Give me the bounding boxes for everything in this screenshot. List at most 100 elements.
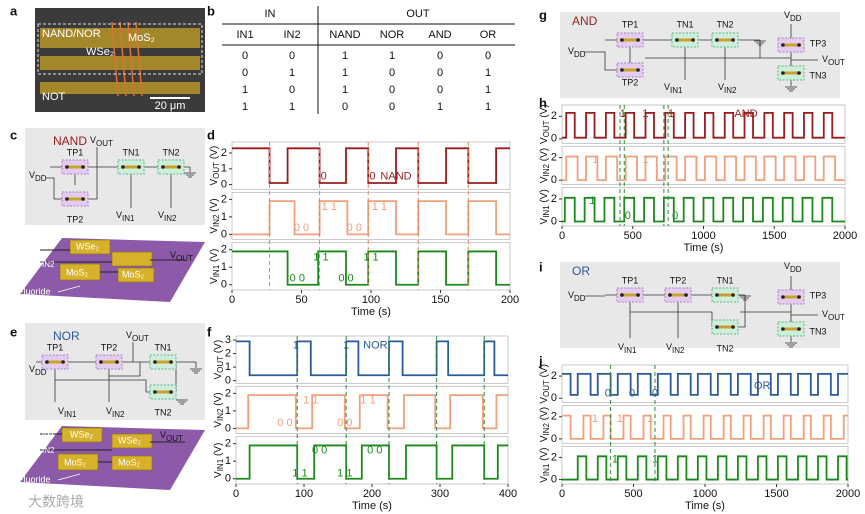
y-axis-label-part: IN2	[542, 422, 551, 435]
device-label: VIN1	[36, 237, 55, 250]
annotation: 1	[668, 108, 674, 120]
transistor-contact	[169, 390, 173, 394]
y-tick-label: 2	[225, 347, 231, 359]
node-label: VIN2	[718, 82, 737, 95]
node-label-part: V	[29, 364, 35, 374]
y-axis-label-part: V	[539, 397, 550, 404]
leader	[57, 285, 81, 293]
transistor-label: TP3	[810, 290, 827, 300]
device-label-part: IN2	[42, 260, 55, 269]
transistor-contact	[797, 71, 801, 75]
x-tick-label: 1000	[691, 230, 715, 242]
device-label: VOUT	[160, 430, 183, 443]
panel-label: i	[539, 259, 543, 274]
y-axis-label: VIN1 (V)	[209, 249, 221, 284]
table-header: IN2	[283, 29, 300, 41]
trace	[562, 372, 848, 396]
micrograph-label: MoS₂	[128, 32, 155, 44]
node-label-part: V	[822, 309, 828, 319]
node-label: VIN1	[116, 210, 135, 223]
node-label: VOUT	[822, 309, 845, 322]
annotation: 1	[589, 195, 595, 207]
y-axis-label: VIN2 (V)	[209, 198, 221, 233]
annotation: 1	[620, 108, 626, 120]
node-label-part: V	[784, 261, 790, 271]
table-cell: 1	[389, 50, 395, 62]
transistor-label: TP2	[101, 342, 118, 352]
annotation: 1 1	[337, 467, 352, 479]
x-tick-label: 1000	[693, 488, 717, 500]
annotation: 0	[605, 388, 611, 400]
panel-label: j	[538, 353, 543, 368]
region-box	[37, 23, 203, 75]
table-cell: 0	[289, 50, 295, 62]
substrate	[20, 238, 205, 302]
device-label: WSe₂	[70, 429, 94, 439]
electrode	[61, 427, 103, 443]
y-tick-label: 0	[221, 228, 227, 240]
panel-label: g	[539, 7, 547, 22]
transistor-contact	[121, 165, 125, 169]
x-tick-label: 500	[624, 488, 642, 500]
y-axis-label: VOUT (V)	[539, 104, 551, 144]
y-tick-label: 0	[551, 473, 557, 485]
x-tick-label: 2000	[833, 230, 857, 242]
panel-label: a	[10, 3, 18, 18]
table-header: OR	[480, 29, 497, 41]
y-axis-label-part: OUT	[542, 380, 551, 397]
y-axis-label: VIN1 (V)	[539, 189, 551, 224]
transistor-contact	[731, 325, 735, 329]
y-axis-label-part: V	[213, 373, 224, 380]
y-axis-label-part: (V)	[209, 146, 220, 162]
channel	[127, 21, 135, 97]
transistor-contact	[715, 325, 719, 329]
y-axis-label-part: (V)	[213, 392, 224, 408]
table-cell: 0	[289, 84, 295, 96]
node-label-part: DD	[790, 265, 802, 274]
device-label: WSe₂	[76, 241, 100, 251]
annotation: 1 1	[303, 394, 318, 406]
y-tick-label: 0	[551, 174, 557, 186]
transistor-label: TP1	[622, 19, 639, 29]
table-cell: 1	[437, 101, 443, 113]
device-label-part: IN1	[42, 241, 55, 250]
y-axis-label-part: (V)	[539, 364, 550, 380]
annotation: 1	[642, 108, 648, 120]
plot-frame	[231, 141, 511, 190]
annotation: OR	[754, 380, 771, 392]
table-cell: 0	[389, 84, 395, 96]
annotation: 1	[592, 413, 598, 425]
node-label-part: DD	[35, 174, 47, 183]
electrode	[69, 239, 111, 255]
node-label: VIN1	[618, 342, 637, 355]
y-tick-label: 2	[221, 147, 227, 159]
node-label: VOUT	[126, 330, 149, 343]
node-label: VDD	[29, 170, 47, 183]
plot-frame	[235, 335, 509, 384]
channel	[111, 21, 119, 97]
y-axis-label-part: IN1	[542, 205, 551, 218]
y-tick-label: 0	[225, 473, 231, 485]
plot-frame	[561, 104, 846, 144]
transistor-contact	[731, 293, 735, 297]
y-axis-label-part: OUT	[216, 356, 225, 373]
circuit-title: NAND	[53, 134, 87, 148]
table-group: OUT	[406, 8, 430, 20]
trace	[562, 455, 848, 481]
micrograph-label: WSe₂	[86, 46, 114, 58]
transistor-contact	[169, 360, 173, 364]
node-label-part: OUT	[96, 139, 113, 148]
transistor-contact	[781, 71, 785, 75]
y-tick-label: 0	[551, 392, 557, 404]
y-tick-label: 0	[225, 422, 231, 434]
node-label-part: DD	[574, 50, 586, 59]
node-label-part: DD	[35, 368, 47, 377]
table-cell: 0	[437, 50, 443, 62]
x-tick-label: 150	[431, 294, 449, 306]
table-cell: 0	[437, 67, 443, 79]
transistor-contact	[65, 165, 69, 169]
device-label-part: V	[36, 424, 42, 434]
transistor-label: TN2	[162, 147, 179, 157]
node-label-part: V	[116, 210, 122, 220]
